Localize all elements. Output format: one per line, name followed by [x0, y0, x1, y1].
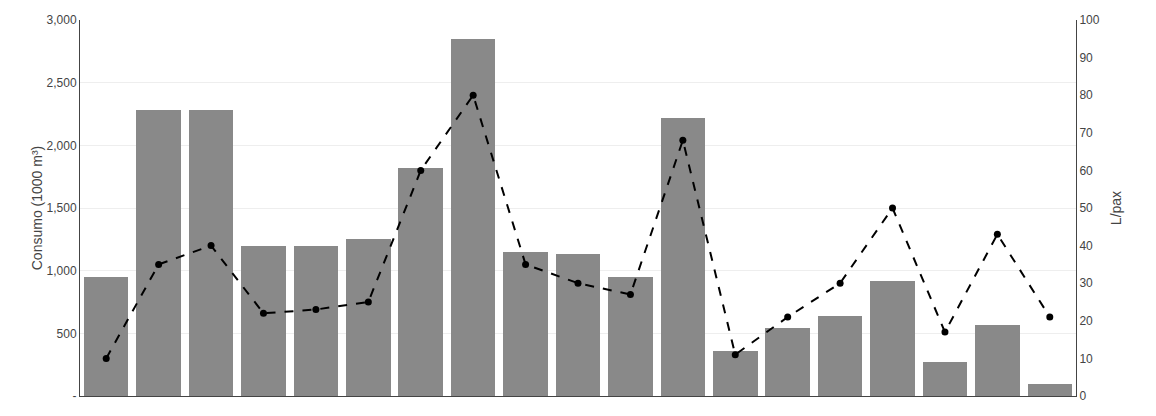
svg-text:40: 40: [1079, 239, 1093, 253]
svg-text:1,500: 1,500: [47, 201, 77, 215]
svg-text:L/pax: L/pax: [1108, 191, 1124, 225]
svg-text:80: 80: [1079, 88, 1093, 102]
svg-text:20: 20: [1079, 314, 1093, 328]
svg-text:Consumo (1000 m³): Consumo (1000 m³): [29, 146, 45, 271]
svg-text:0: 0: [1079, 389, 1086, 403]
svg-text:3,000: 3,000: [47, 13, 77, 27]
svg-text:60: 60: [1079, 164, 1093, 178]
svg-text:2,000: 2,000: [47, 139, 77, 153]
svg-text:1,000: 1,000: [47, 264, 77, 278]
svg-text:10: 10: [1079, 352, 1093, 366]
svg-text:-: -: [73, 389, 77, 403]
svg-text:2,500: 2,500: [47, 76, 77, 90]
svg-text:100: 100: [1079, 13, 1099, 27]
svg-text:50: 50: [1079, 201, 1093, 215]
svg-text:500: 500: [57, 327, 77, 341]
svg-text:70: 70: [1079, 126, 1093, 140]
svg-text:90: 90: [1079, 51, 1093, 65]
svg-text:30: 30: [1079, 276, 1093, 290]
